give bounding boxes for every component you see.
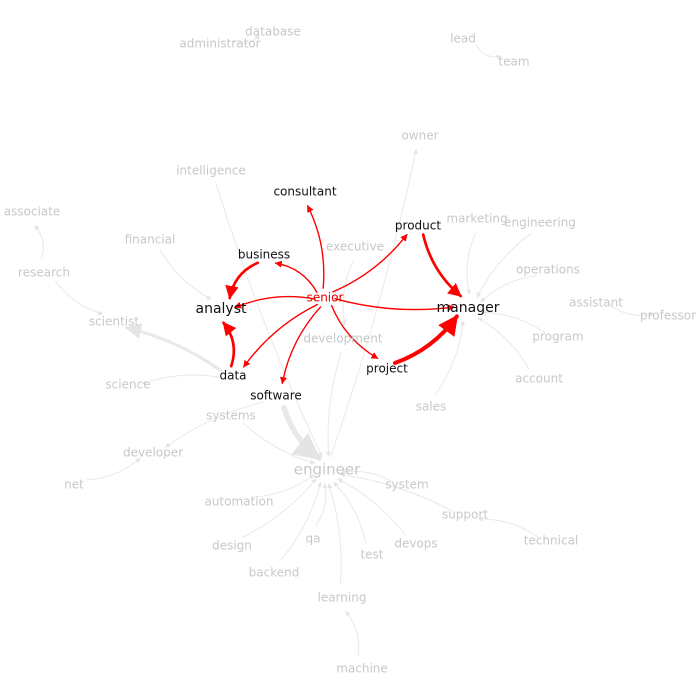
edge-automation-engineer [251,474,315,498]
node-qa: qa [306,532,321,546]
node-system: system [385,478,428,492]
edge-senior-software [280,306,322,385]
edge-systems-engineer [242,422,316,465]
node-professor: professor [640,309,696,323]
edge-intelligence-engineer [215,183,323,458]
edge-account-manager [477,317,530,370]
node-owner: owner [401,129,438,143]
node-financial: financial [125,233,176,247]
node-project: project [366,362,408,376]
node-senior: senior [307,291,344,305]
edge-qa-engineer [315,483,328,526]
node-software: software [250,389,302,403]
node-account: account [515,372,563,386]
node-data: data [219,369,246,383]
edge-senior-analyst [234,295,316,309]
edge-engineering-manager [476,233,532,298]
edge-design-engineer [242,478,317,538]
edge-engineer-owner [330,148,418,458]
edge-system-engineer [340,469,394,483]
node-sales: sales [416,400,447,414]
node-net: net [64,478,84,492]
edge-learning-engineer [327,483,342,585]
edge-backend-engineer [279,481,322,562]
node-marketing: marketing [446,212,507,226]
node-engineering: engineering [504,216,576,230]
node-consultant: consultant [273,185,336,199]
edge-senior-product [332,233,408,293]
muted-edges-layer [34,34,655,657]
node-design: design [212,539,252,553]
edge-senior-business [274,260,318,293]
edge-test-engineer [333,481,366,544]
edge-operations-manager [480,275,536,303]
node-business: business [238,248,290,262]
node-team: team [498,55,529,69]
edge-senior-consultant [306,205,325,289]
node-engineer: engineer [294,461,361,479]
node-support: support [442,508,488,522]
edge-software-developer [165,401,264,448]
node-automation: automation [204,495,273,509]
edge-research-associate [34,225,44,260]
node-executive: executive [326,240,384,254]
node-administrator: administrator [179,37,260,51]
node-analyst: analyst [196,301,248,317]
edge-development-engineer [325,352,342,457]
edge-marketing-manager [466,232,477,295]
node-product: product [395,219,441,233]
node-research: research [18,266,70,280]
node-development: development [303,332,382,346]
node-systems: systems [206,409,256,423]
edge-software-engineer [281,404,322,462]
node-lead: lead [450,32,476,46]
node-operations: operations [516,263,580,277]
edge-devops-engineer [337,478,406,536]
node-developer: developer [123,446,183,460]
node-technical: technical [524,534,579,548]
edge-program-manager [480,309,546,334]
node-program: program [532,330,583,344]
edge-executive-development [341,260,354,326]
edge-senior-manager [334,297,455,312]
edge-data-analyst [222,321,237,368]
edge-senior-data [242,303,319,368]
node-learning: learning [318,591,367,605]
edge-data-scientist [125,323,222,372]
node-database: database [245,25,301,39]
node-manager: manager [437,300,500,316]
node-scientist: scientist [89,315,139,329]
edge-net-developer [86,457,141,481]
node-science: science [105,378,150,392]
edge-administrator-database [233,34,260,44]
node-test: test [360,548,383,562]
node-machine: machine [336,662,388,676]
edge-research-scientist [54,280,104,316]
edge-sales-manager [435,320,466,395]
edge-data-science [141,374,220,385]
edge-project-manager [392,314,459,365]
edge-assistant-professor [609,304,655,318]
edge-financial-analyst [159,249,212,300]
node-intelligence: intelligence [176,164,246,178]
edge-senior-project [330,304,379,360]
node-assistant: assistant [569,296,623,310]
node-devops: devops [394,537,437,551]
node-backend: backend [249,566,300,580]
node-associate: associate [4,205,61,219]
focus-edges-layer [222,205,463,385]
edge-support-engineer [339,472,453,512]
edge-business-analyst [225,261,260,300]
edge-technical-support [477,516,539,538]
edge-machine-learning [345,610,360,657]
edge-lead-team [475,44,502,60]
edge-product-manager [421,233,463,298]
